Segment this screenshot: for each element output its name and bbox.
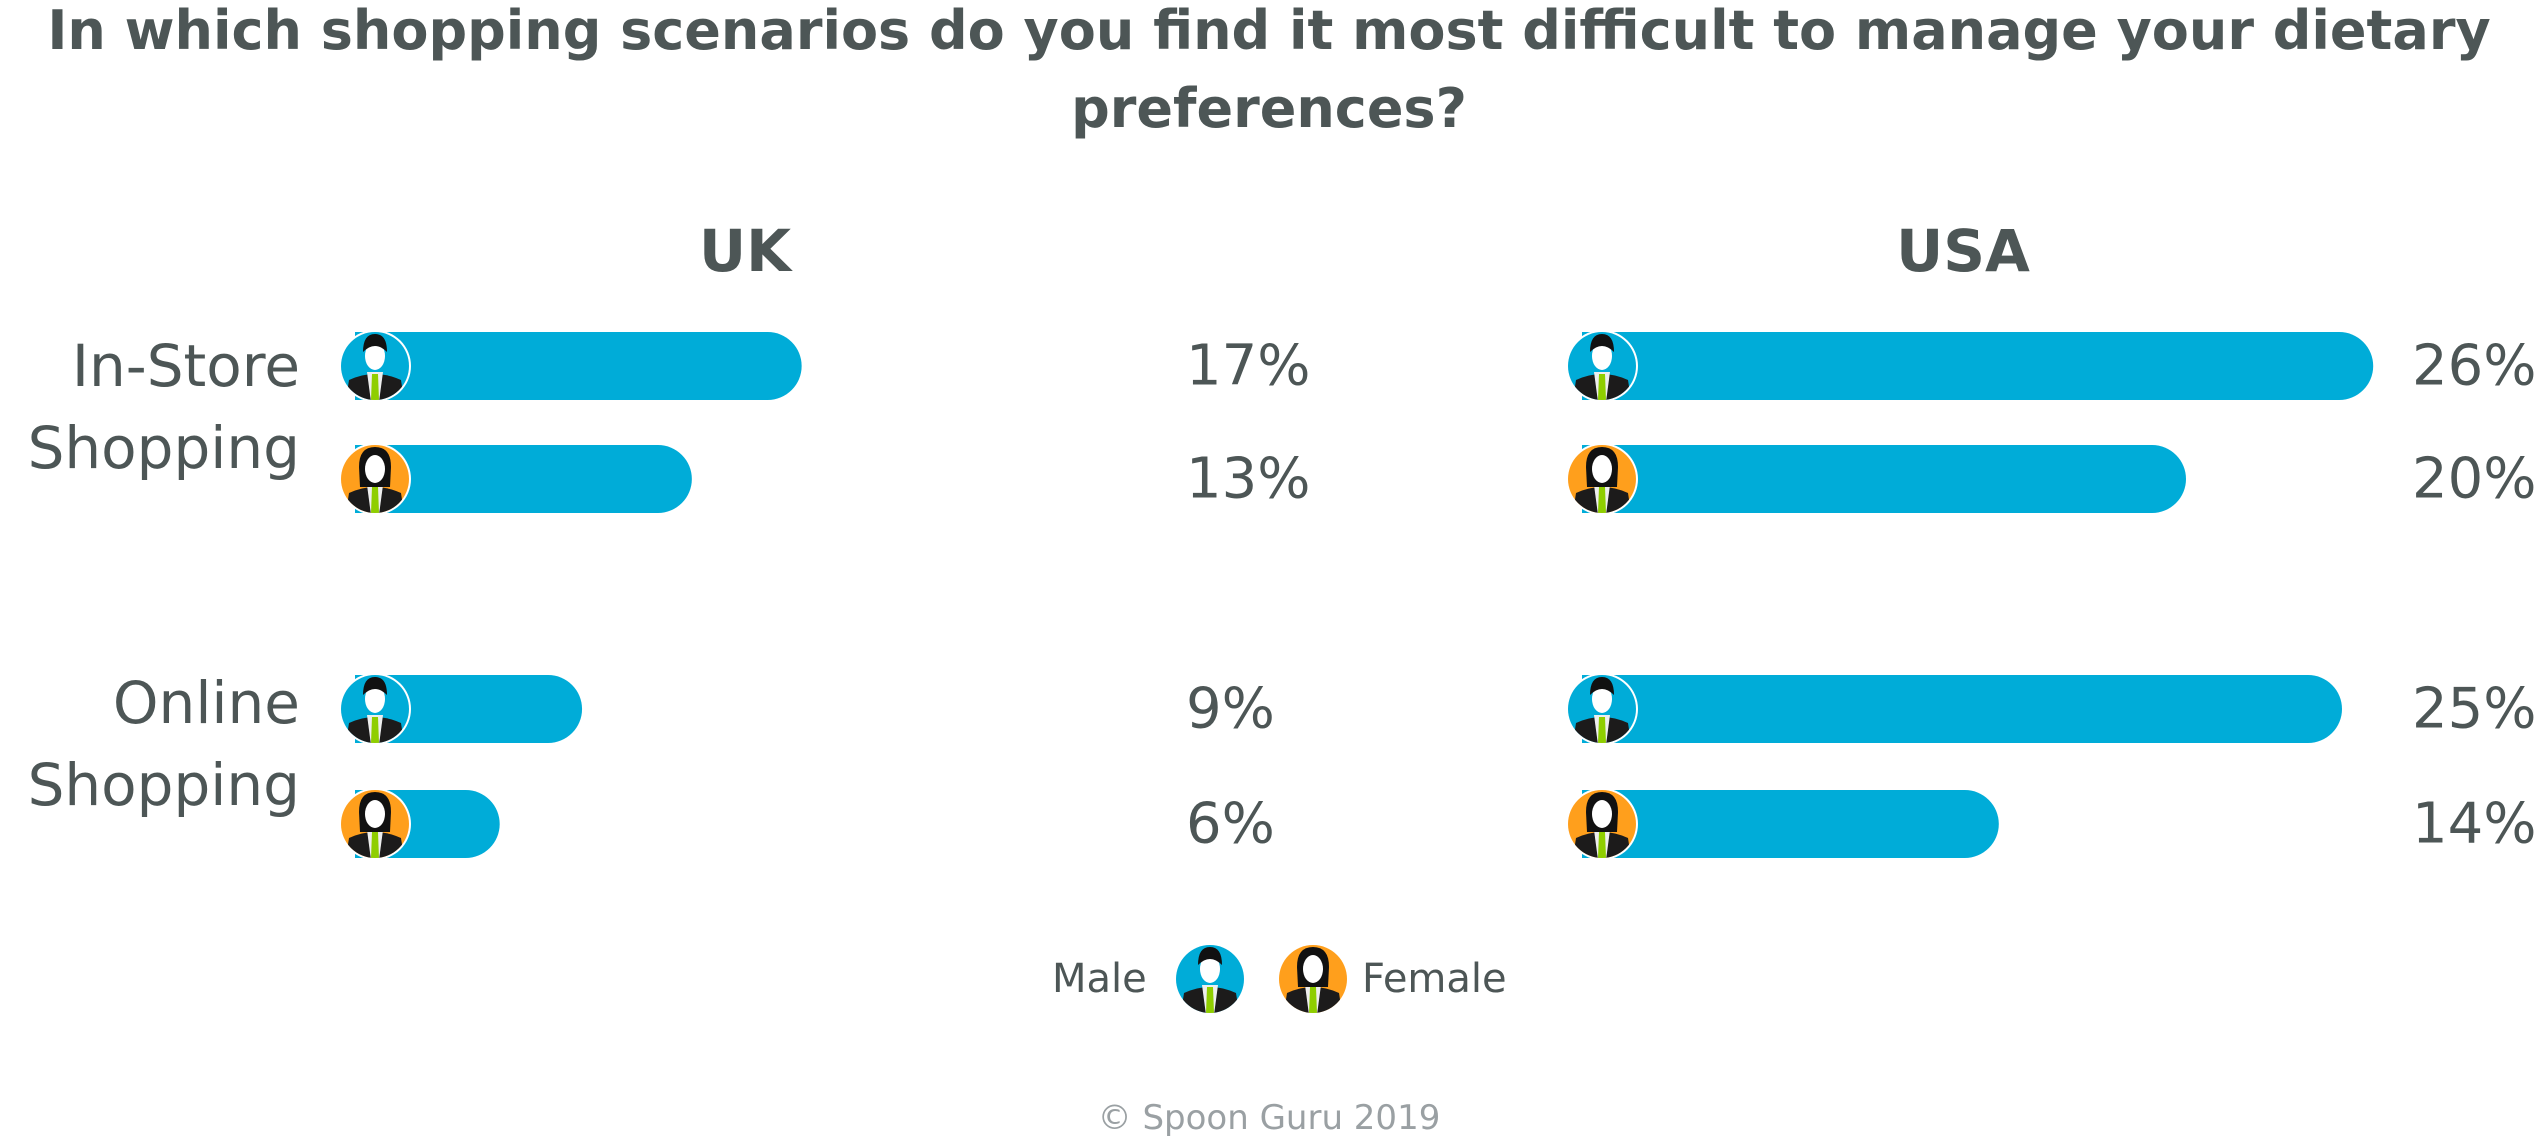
category-line: Shopping	[27, 414, 300, 482]
female-avatar-icon	[339, 443, 411, 515]
copyright: © Spoon Guru 2019	[1097, 1098, 1441, 1138]
female-avatar-icon	[1566, 443, 1638, 515]
legend-female-label: Female	[1362, 956, 1507, 1002]
legend-male-icon	[1174, 943, 1246, 1015]
uk-heading: UK	[698, 217, 792, 285]
category-label-in-store: In-Store Shopping	[28, 325, 300, 489]
male-avatar-icon	[1566, 330, 1638, 402]
bar-usa-0-male	[1582, 332, 2374, 400]
bar-uk-1-male	[355, 675, 583, 743]
female-avatar-icon	[1566, 788, 1638, 860]
category-label-online: Online Shopping	[28, 662, 300, 826]
bar-uk-0-female	[355, 445, 692, 513]
chart-title: In which shopping scenarios do you find …	[0, 0, 2538, 148]
value-label: 14%	[2412, 791, 2537, 857]
male-avatar-icon	[339, 330, 411, 402]
title-line-1: In which shopping scenarios do you find …	[47, 0, 2491, 62]
category-line: In-Store	[71, 332, 300, 400]
male-avatar-icon	[339, 673, 411, 745]
male-avatar-icon	[1566, 673, 1638, 745]
value-label: 26%	[2412, 333, 2537, 399]
value-label: 25%	[2412, 676, 2537, 742]
value-label: 9%	[1186, 676, 1275, 742]
bar-usa-1-female	[1582, 790, 1999, 858]
title-line-2: preferences?	[1071, 77, 1467, 140]
value-label: 6%	[1186, 791, 1275, 857]
usa-heading: USA	[1896, 217, 2030, 285]
bar-uk-0-male	[355, 332, 802, 400]
value-label: 13%	[1186, 446, 1311, 512]
bar-usa-1-male	[1582, 675, 2342, 743]
value-label: 17%	[1186, 333, 1311, 399]
category-line: Online	[112, 669, 300, 737]
legend-male-label: Male	[1052, 956, 1147, 1002]
value-label: 20%	[2412, 446, 2537, 512]
category-line: Shopping	[27, 751, 300, 819]
legend-female-icon	[1277, 943, 1349, 1015]
female-avatar-icon	[339, 788, 411, 860]
bar-usa-0-female	[1582, 445, 2186, 513]
